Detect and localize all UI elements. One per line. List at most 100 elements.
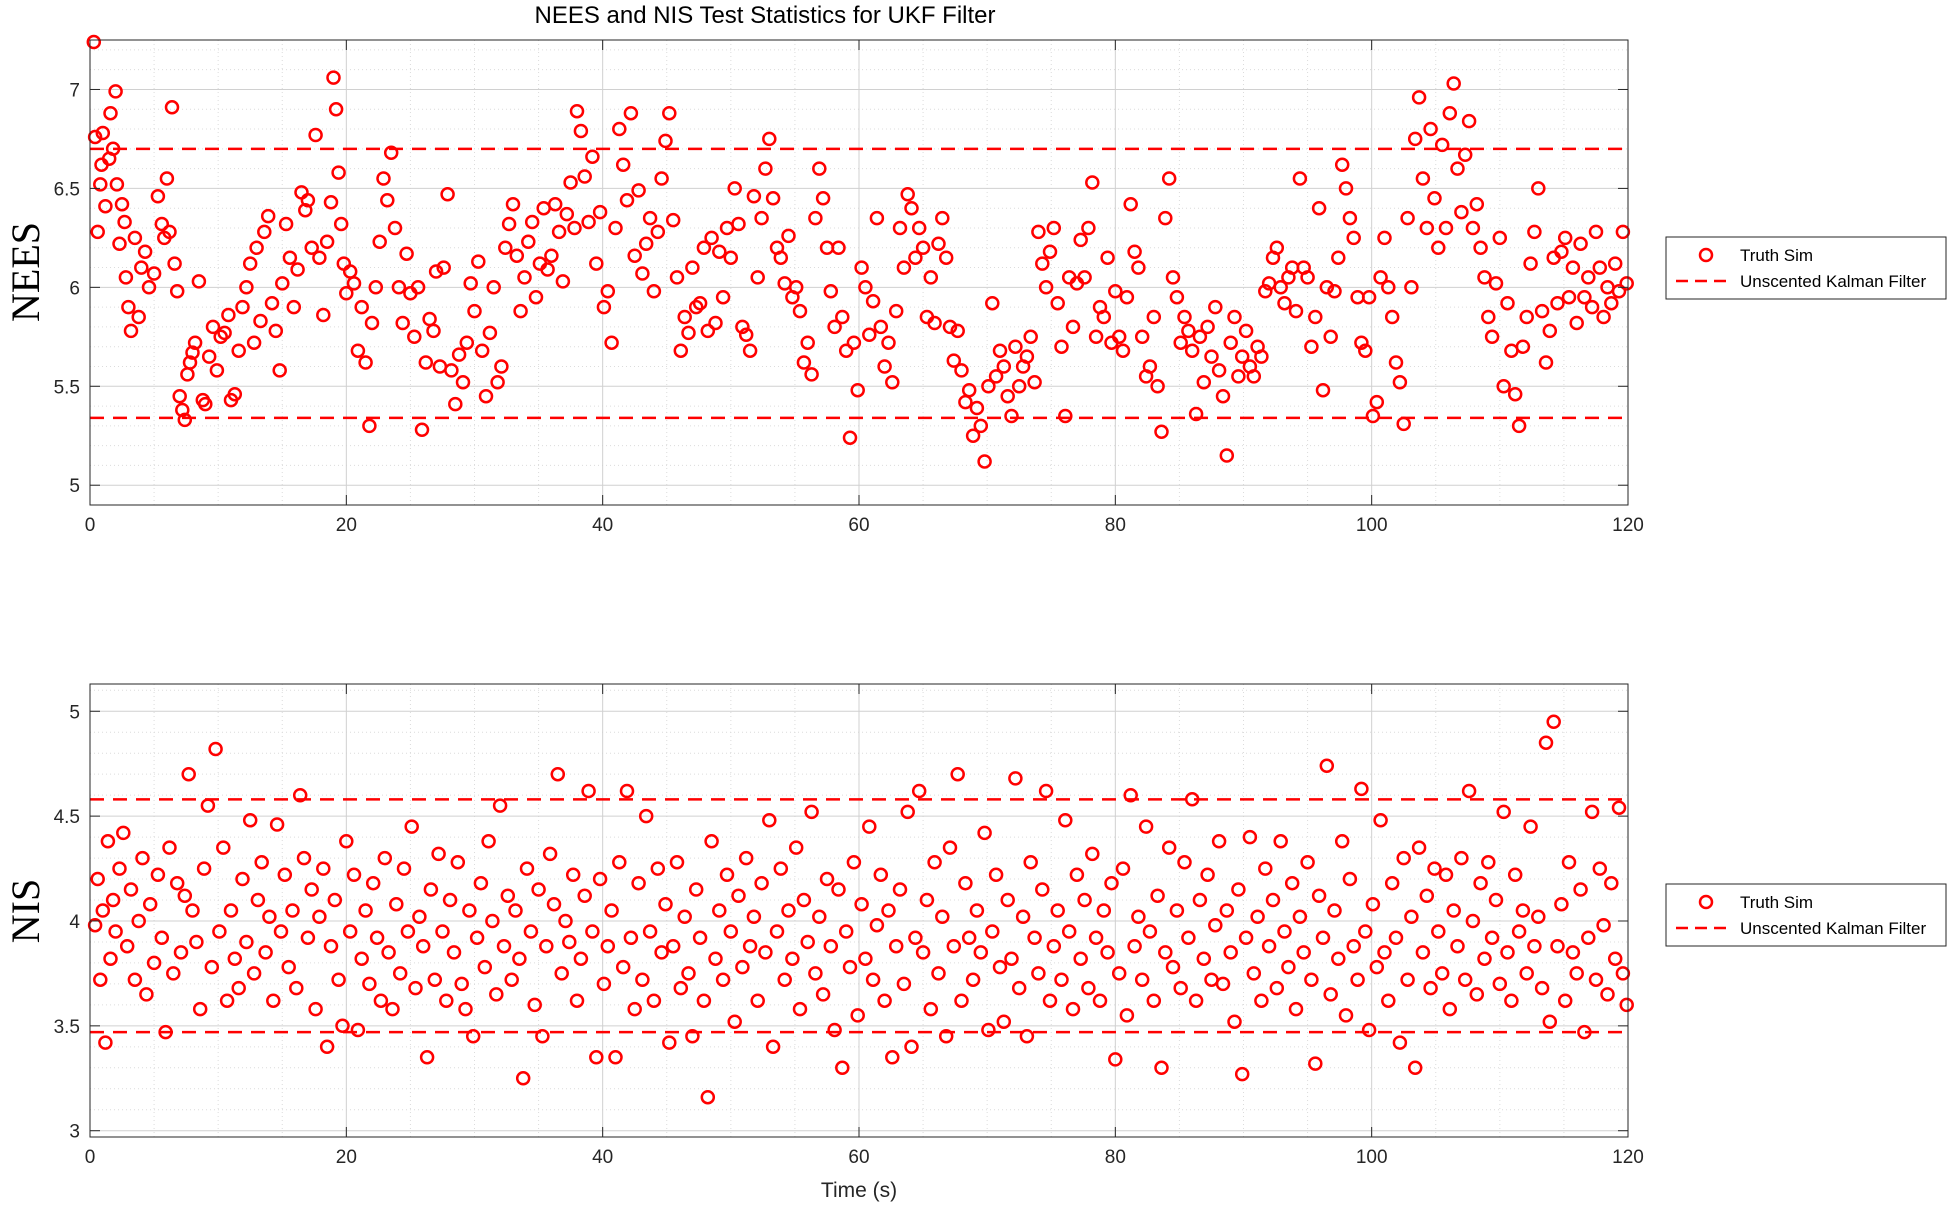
nis-data-point (166, 966, 181, 981)
nis-data-point (1338, 1008, 1354, 1023)
nis-data-point (442, 892, 458, 908)
nis-xtick-label: 0 (85, 1147, 96, 1168)
nis-data-point (312, 909, 327, 925)
nis-data-point (819, 871, 835, 887)
nis-data-point (888, 938, 904, 954)
nis-data-point (462, 903, 477, 918)
nees-data-point (1338, 181, 1354, 196)
nees-data-point (823, 284, 839, 299)
nis-data-point (862, 819, 877, 834)
nees-data-point (600, 284, 616, 299)
nees-data-point (923, 270, 939, 285)
nis-data-point (1454, 850, 1469, 866)
nees-data-point (187, 335, 203, 350)
nis-data-point (1058, 813, 1073, 828)
nis-data-point (946, 938, 962, 954)
nees-data-point (1219, 448, 1235, 463)
nis-xtick-label: 60 (848, 1147, 869, 1168)
nees-data-point (873, 319, 889, 335)
nis-data-point (1300, 855, 1315, 870)
nis-data-point (1073, 951, 1088, 966)
nees-data-point (1365, 408, 1381, 424)
nis-data-point (1311, 888, 1327, 904)
nis-data-point (604, 903, 619, 918)
nees-data-point (463, 276, 478, 291)
nees-major-grid (89, 40, 1629, 505)
nis-data-point (539, 938, 554, 954)
nis-data-point (1035, 882, 1050, 897)
nis-data-point (1019, 1029, 1035, 1044)
nis-data-point (708, 951, 723, 966)
nees-data-point (808, 210, 823, 226)
nis-data-point (304, 882, 319, 897)
nis-data-point (1273, 834, 1288, 849)
nees-data-point (1111, 329, 1127, 345)
nees-data-point (239, 280, 254, 295)
nees-data-point (615, 157, 631, 172)
nis-data-point (765, 1039, 781, 1055)
nis-data-point (1507, 867, 1523, 883)
nis-data-point (596, 976, 612, 992)
nis-data-point (958, 875, 973, 891)
nis-data-point (900, 804, 915, 820)
nis-data-point (185, 903, 200, 918)
nis-data-point (996, 1014, 1012, 1029)
nees-data-point (162, 224, 177, 240)
nis-data-point (508, 903, 523, 918)
nees-data-point (1011, 379, 1027, 394)
nees-data-point (835, 309, 850, 325)
nees-truth-sim-series (86, 34, 1634, 469)
nees-data-point (869, 210, 885, 226)
nees-data-point (494, 359, 509, 374)
nees-data-point (1446, 76, 1461, 91)
nis-data-point (377, 850, 393, 866)
nis-data-point (1054, 972, 1069, 987)
nees-data-point (471, 254, 486, 269)
nees-data-point (501, 216, 517, 232)
nees-data-point (673, 343, 689, 358)
nees-data-point (1169, 289, 1185, 305)
nis-data-point (273, 924, 289, 939)
nis-data-point (608, 1050, 623, 1065)
nis-data-point (258, 945, 273, 960)
nees-data-point (1561, 289, 1577, 305)
nees-data-point (1415, 171, 1431, 186)
nis-xtick-label: 40 (592, 1147, 613, 1168)
nis-data-point (1538, 735, 1554, 750)
nees-data-point (368, 280, 384, 295)
nees-data-point (969, 400, 985, 416)
nees-data-point (754, 210, 769, 226)
nis-data-point (1050, 903, 1065, 918)
nis-data-point (573, 951, 589, 966)
nees-data-point (1481, 309, 1496, 325)
nees-data-point (1358, 343, 1373, 358)
nees-data-point (1188, 406, 1204, 422)
nis-data-point (142, 896, 158, 912)
nis-data-point (1231, 882, 1246, 897)
nis-data-point (277, 867, 293, 883)
nees-data-point (253, 313, 268, 329)
nees-data-point (1550, 295, 1565, 311)
nees-data-point (1419, 220, 1435, 236)
nis-data-point (877, 993, 892, 1008)
nis-data-point (781, 903, 796, 918)
nis-data-point (112, 861, 127, 876)
nis-data-point (731, 888, 746, 904)
nees-data-point (1096, 309, 1112, 325)
nees-data-point (1373, 270, 1388, 285)
nees-data-point (965, 428, 981, 443)
nis-data-point (1023, 855, 1038, 870)
nis-data-point (1465, 913, 1481, 929)
nis-data-point (481, 834, 496, 849)
nees-axes: 0 20 40 60 80 100 120 5 5.5 6 6.5 7 NEES Truth Sim Uns… (3, 34, 1947, 536)
nis-data-point (150, 867, 166, 883)
nees-data-point (448, 396, 463, 412)
nees-data-point (209, 363, 225, 378)
nis-data-point (131, 913, 146, 929)
nis-data-point (673, 980, 689, 996)
nis-data-point (1496, 804, 1511, 820)
nees-data-point (1277, 295, 1292, 311)
nees-data-point (1523, 256, 1538, 271)
nis-data-point (1369, 959, 1385, 975)
nis-data-point (1011, 980, 1027, 996)
